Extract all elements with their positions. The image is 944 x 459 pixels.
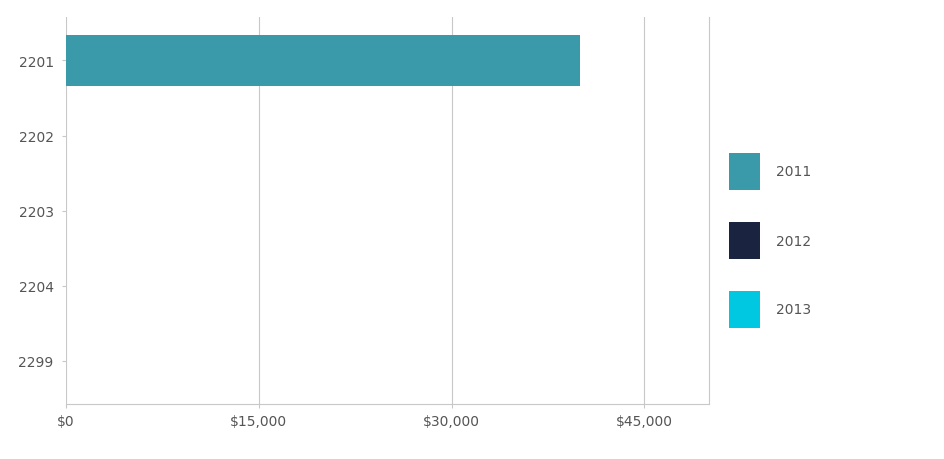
Text: 2013: 2013	[776, 303, 811, 317]
Bar	[728, 223, 759, 259]
Bar	[728, 291, 759, 328]
Bar	[728, 154, 759, 190]
Bar	[66, 36, 580, 87]
Text: 2011: 2011	[776, 165, 811, 179]
Text: 2012: 2012	[776, 234, 811, 248]
